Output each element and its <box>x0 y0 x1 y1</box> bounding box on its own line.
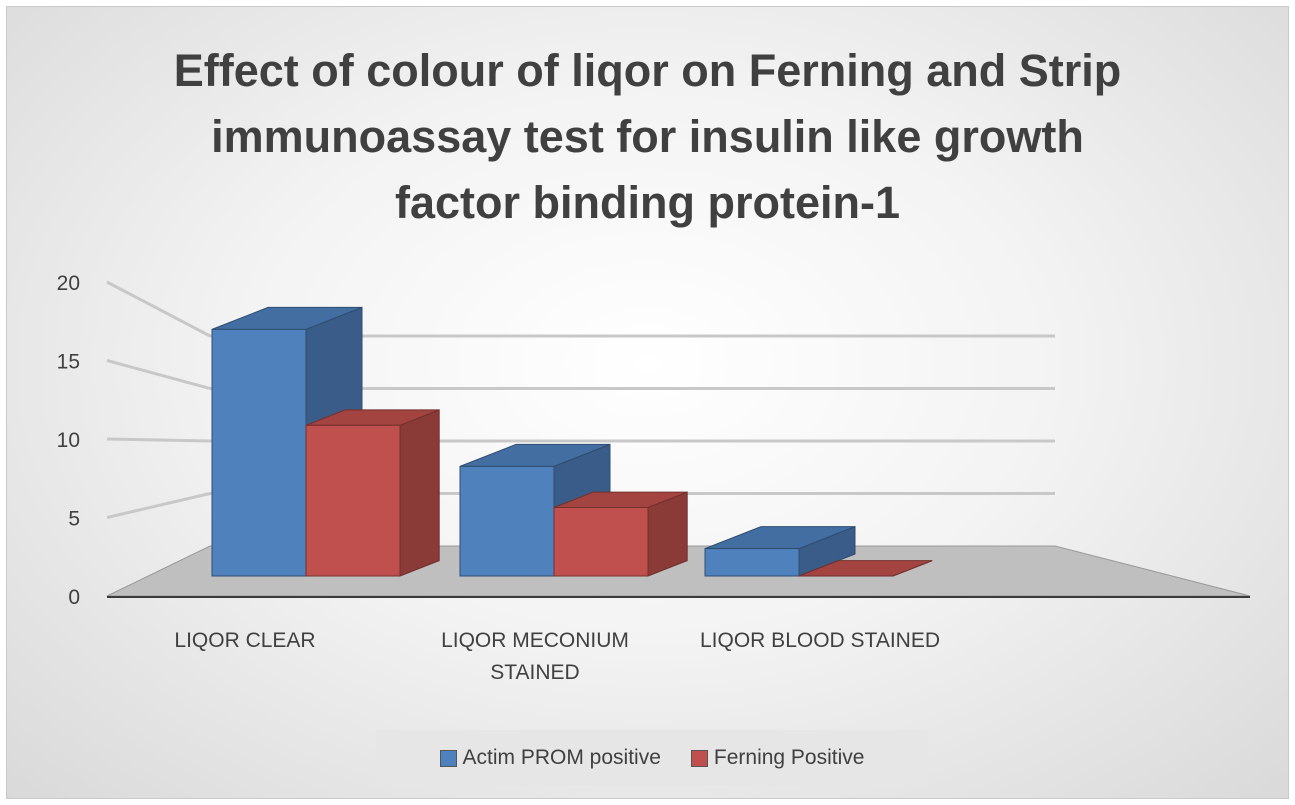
bar-ferning-positive-1 <box>305 409 440 577</box>
y-tick-label-5: 5 <box>68 508 80 531</box>
chart-title-line-3: factor binding protein-1 <box>395 177 900 228</box>
legend-label-actim: Actim PROM positive <box>462 746 661 769</box>
y-tick-label-0: 0 <box>68 586 80 609</box>
legend-item-ferning: Ferning Positive <box>690 746 865 770</box>
chart-title-line-2: immunoassay test for insulin like growth <box>211 111 1084 162</box>
chart-title: Effect of colour of liqor on Ferning and… <box>60 38 1235 236</box>
legend-item-actim: Actim PROM positive <box>439 746 661 770</box>
bar-ferning-positive-3 <box>798 560 933 577</box>
y-tick-label-15: 15 <box>57 351 80 374</box>
chart-title-line-1: Effect of colour of liqor on Ferning and… <box>173 45 1122 96</box>
x-category-label-3: LIQOR BLOOD STAINED <box>700 629 940 652</box>
y-tick-label-10: 10 <box>57 429 80 452</box>
bar-actim-prom-positive-3 <box>704 525 856 577</box>
legend: Actim PROM positive Ferning Positive <box>376 730 928 786</box>
legend-swatch-actim <box>439 749 457 767</box>
x-category-label-2: LIQOR MECONIUM STAINED <box>441 629 629 684</box>
x-category-label-1: LIQOR CLEAR <box>174 629 316 652</box>
legend-swatch-ferning <box>690 749 708 767</box>
bar-ferning-positive-2 <box>553 491 688 577</box>
legend-label-ferning: Ferning Positive <box>713 746 865 769</box>
y-tick-label-20: 20 <box>57 272 80 295</box>
